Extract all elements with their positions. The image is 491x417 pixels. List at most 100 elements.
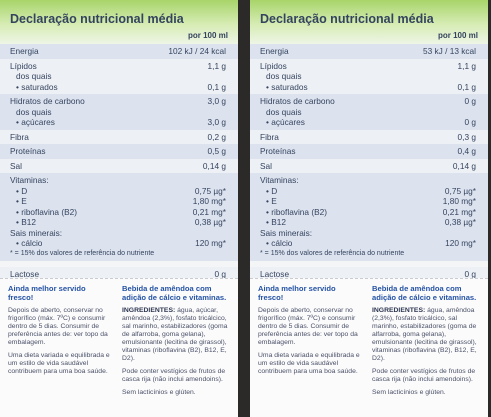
nutrient-group: Energia 53 kJ / 13 kcal — [250, 44, 488, 59]
nutrient-value: 0,14 g — [202, 160, 226, 171]
nutrient-label: • riboflavina (B2) — [266, 206, 328, 217]
nutrient-value: 0,21 mg* — [442, 206, 476, 217]
nutrient-label: Vitaminas: — [10, 175, 49, 185]
product-column: Bebida de amêndoa com adição de cálcio e… — [122, 284, 230, 402]
nutrient-label: • D — [16, 185, 28, 196]
nutrient-row: dos quais — [250, 107, 488, 118]
nutrient-table: Energia 53 kJ / 13 kcal Lípidos 1,1 g dos qu… — [250, 44, 488, 282]
nutrient-value: 102 kJ / 24 kcal — [168, 46, 226, 56]
nutrient-row: • cálcio 120 mg* — [0, 238, 238, 249]
nutrient-label: • açúcares — [266, 117, 305, 127]
nutrient-row: Sais minerais: — [0, 228, 238, 239]
nutrient-group: Energia 102 kJ / 24 kcal — [0, 44, 238, 59]
nutrient-group: Vitaminas: • D 0,75 µg* • E 1,80 mg* • ribofl… — [0, 173, 238, 261]
nutrient-value: 0,75 µg* — [194, 185, 226, 196]
nutrient-row: Fibra 0,3 g — [250, 132, 488, 143]
nutrition-panel: Declaração nutricional média por 100 ml En… — [0, 0, 238, 417]
per-unit: por 100 ml — [187, 31, 228, 40]
ingredients-label: INGREDIENTES: — [372, 307, 426, 314]
nutrient-label: • E — [16, 196, 27, 206]
nutrient-group: Lípidos 1,1 g dos quais • saturados 0,1 g — [250, 58, 488, 94]
nutrient-value: 0,38 µg* — [444, 217, 476, 227]
nutrient-value: 1,80 mg* — [192, 196, 226, 206]
nutrition-panel: Declaração nutricional média por 100 ml En… — [250, 0, 488, 417]
nutrient-row: Fibra 0,2 g — [0, 132, 238, 143]
nutrient-table: Energia 102 kJ / 24 kcal Lípidos 1,1 g dos q… — [0, 44, 238, 282]
nutrient-label: Energia — [10, 46, 39, 56]
nutrient-label: dos quais — [266, 106, 302, 117]
nutrient-value: 0,38 µg* — [194, 217, 226, 227]
nutrient-group: Proteínas 0,5 g — [0, 144, 238, 159]
nutrient-group: Fibra 0,2 g — [0, 129, 238, 144]
nutrient-row: Lípidos 1,1 g — [0, 61, 238, 72]
product-note: Sem lacticínios e glúten. — [372, 389, 446, 396]
panel-header: Declaração nutricional média por 100 ml — [250, 0, 488, 44]
nutrient-row: • riboflavina (B2) 0,21 mg* — [250, 207, 488, 218]
nutrient-label: Vitaminas: — [260, 175, 299, 185]
product-note: Pode conter vestígios de frutos de casca… — [122, 368, 226, 383]
storage-text: Depois de aberto, conservar no frigorífi… — [8, 307, 108, 346]
storage-column: Ainda melhor servido fresco! Depois de ab… — [8, 284, 112, 381]
nutrient-label: • E — [266, 196, 277, 206]
nutrient-label: Fibra — [10, 131, 29, 142]
storage-text: Uma dieta variada e equilibrada e um est… — [258, 352, 360, 375]
nutrient-value: 0 g — [464, 117, 476, 127]
nutrient-row: • cálcio 120 mg* — [250, 238, 488, 249]
nutrient-row: dos quais — [0, 107, 238, 118]
nutrient-value: 0,14 g — [452, 160, 476, 171]
nutrient-value: 1,1 g — [207, 60, 226, 71]
nutrient-group: Lípidos 1,1 g dos quais • saturados 0,1 g — [0, 58, 238, 94]
product-note: Sem lacticínios e glúten. — [122, 389, 196, 396]
nutrient-row: • B12 0,38 µg* — [0, 217, 238, 228]
product-heading: Bebida de amêndoa com adição de cálcio e… — [122, 284, 227, 302]
nutrient-label: dos quais — [16, 106, 52, 117]
nutrient-label: dos quais — [266, 71, 302, 81]
info-section: Ainda melhor servido fresco! Depois de ab… — [250, 278, 488, 417]
nutrient-row: * = 15% dos valores de referência do nut… — [0, 249, 238, 260]
nutrient-label: Hidratos de carbono — [10, 96, 85, 106]
ingredients-text: água, amêndoa (2,3%), fosfato tricálcico… — [372, 307, 477, 362]
nutrient-label: Lípidos — [260, 60, 287, 71]
nutrient-value: 1,1 g — [457, 60, 476, 71]
nutrient-value: 0,1 g — [207, 81, 226, 92]
ingredients-label: INGREDIENTES: — [122, 307, 176, 314]
nutrient-value: 0,21 mg* — [192, 206, 226, 217]
nutrient-label: Lípidos — [10, 60, 37, 71]
nutrient-label: * = 15% dos valores de referência do nut… — [10, 249, 155, 257]
nutrient-row: dos quais — [250, 71, 488, 82]
nutrient-value: 1,80 mg* — [442, 196, 476, 206]
nutrient-group: Hidratos de carbono 0 g dos quais • açúcare… — [250, 94, 488, 130]
storage-heading: Ainda melhor servido fresco! — [8, 284, 86, 302]
nutrient-label: • B12 — [266, 217, 286, 227]
nutrient-row: • D 0,75 µg* — [250, 186, 488, 197]
nutrient-label: Sais minerais: — [10, 227, 63, 238]
nutrient-label: • D — [266, 185, 278, 196]
product-heading: Bebida de amêndoa com adição de cálcio e… — [372, 284, 477, 302]
storage-text: Depois de aberto, conservar no frigorífi… — [258, 307, 358, 346]
nutrient-label: Fibra — [260, 131, 279, 142]
ingredients: INGREDIENTES: água, amêndoa (2,3%), fosf… — [372, 307, 480, 363]
product-note: Pode conter vestígios de frutos de casca… — [372, 368, 476, 383]
panel-title: Declaração nutricional média — [260, 12, 434, 26]
nutrient-group: Lactose 0 g — [0, 267, 238, 282]
nutrient-label: • riboflavina (B2) — [16, 206, 78, 217]
nutrient-row: dos quais — [0, 71, 238, 82]
panel-header: Declaração nutricional média por 100 ml — [0, 0, 238, 44]
nutrient-value: 0 g — [464, 96, 476, 106]
nutrient-row: • riboflavina (B2) 0,21 mg* — [0, 207, 238, 218]
nutrient-label: • saturados — [266, 81, 308, 92]
product-column: Bebida de amêndoa com adição de cálcio e… — [372, 284, 480, 402]
nutrient-row: Sal 0,14 g — [0, 161, 238, 172]
nutrient-label: Lactose — [10, 269, 40, 279]
nutrient-label: Proteínas — [10, 146, 46, 156]
nutrient-value: 3,0 g — [207, 117, 226, 127]
nutrient-value: 0,3 g — [457, 131, 476, 142]
nutrient-row: Proteínas 0,5 g — [0, 146, 238, 157]
nutrient-row: Lactose 0 g — [0, 269, 238, 280]
nutrient-label: Proteínas — [260, 146, 296, 156]
panel-title: Declaração nutricional média — [10, 12, 184, 26]
ingredients: INGREDIENTES: água, açúcar, amêndoa (2,3… — [122, 307, 230, 363]
nutrient-value: 53 kJ / 13 kcal — [422, 46, 476, 56]
nutrient-label: dos quais — [16, 71, 52, 81]
per-unit: por 100 ml — [437, 31, 478, 40]
